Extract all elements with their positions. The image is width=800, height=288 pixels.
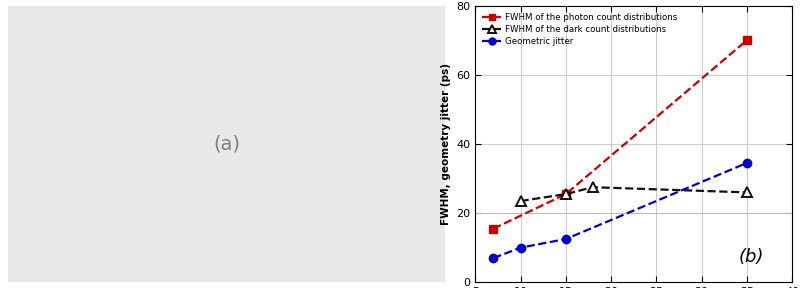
Y-axis label: FWHM, geometry jitter (ps): FWHM, geometry jitter (ps) bbox=[441, 63, 450, 225]
Legend: FWHM of the photon count distributions, FWHM of the dark count distributions, Ge: FWHM of the photon count distributions, … bbox=[479, 10, 680, 48]
Text: (a): (a) bbox=[213, 134, 240, 154]
Text: (b): (b) bbox=[738, 248, 763, 266]
